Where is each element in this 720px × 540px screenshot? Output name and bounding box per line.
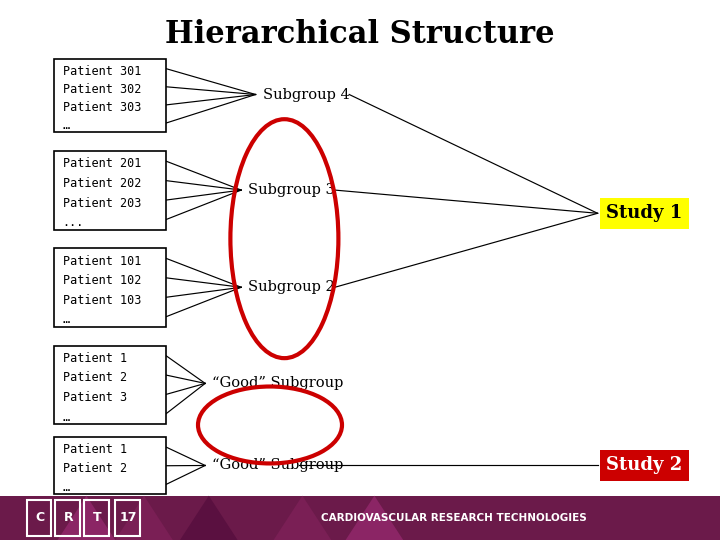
Bar — [0, 496, 720, 540]
Text: Patient 1: Patient 1 — [63, 352, 127, 365]
Text: …: … — [63, 313, 70, 326]
Text: CARDIOVASCULAR RESEARCH TECHNOLOGIES: CARDIOVASCULAR RESEARCH TECHNOLOGIES — [320, 513, 587, 523]
Text: R: R — [63, 511, 73, 524]
Text: Patient 202: Patient 202 — [63, 177, 141, 190]
Text: Subgroup 2: Subgroup 2 — [248, 280, 335, 294]
Bar — [54, 346, 166, 424]
Text: ...: ... — [63, 216, 84, 229]
Text: Patient 3: Patient 3 — [63, 391, 127, 404]
Text: Patient 1: Patient 1 — [63, 443, 127, 456]
Text: Study 1: Study 1 — [606, 204, 683, 222]
Text: Patient 203: Patient 203 — [63, 197, 141, 210]
Text: “Good” Subgroup: “Good” Subgroup — [212, 458, 343, 472]
Bar — [54, 151, 166, 230]
Text: Patient 201: Patient 201 — [63, 158, 141, 171]
Text: …: … — [63, 481, 70, 494]
Bar — [54, 59, 166, 132]
Polygon shape — [274, 496, 331, 540]
Text: Subgroup 4: Subgroup 4 — [263, 87, 349, 102]
Text: Subgroup 3: Subgroup 3 — [248, 183, 336, 197]
Polygon shape — [58, 496, 115, 540]
Text: …: … — [63, 119, 70, 132]
Text: Patient 101: Patient 101 — [63, 255, 141, 268]
Text: Patient 2: Patient 2 — [63, 462, 127, 475]
Polygon shape — [115, 496, 173, 540]
Text: Study 2: Study 2 — [606, 456, 683, 475]
Text: Hierarchical Structure: Hierarchical Structure — [165, 19, 555, 50]
Bar — [84, 500, 109, 536]
Bar — [54, 248, 166, 327]
Text: 17: 17 — [120, 511, 137, 524]
Bar — [115, 500, 140, 536]
Text: C: C — [35, 511, 44, 524]
Text: Patient 102: Patient 102 — [63, 274, 141, 287]
Bar — [54, 437, 166, 494]
Text: Patient 103: Patient 103 — [63, 294, 141, 307]
Text: …: … — [63, 410, 70, 423]
Bar — [27, 500, 51, 536]
Polygon shape — [346, 496, 403, 540]
Text: Patient 303: Patient 303 — [63, 101, 141, 114]
Bar — [55, 500, 80, 536]
Polygon shape — [180, 496, 238, 540]
Text: Patient 302: Patient 302 — [63, 83, 141, 96]
Text: Patient 2: Patient 2 — [63, 372, 127, 384]
Text: Patient 301: Patient 301 — [63, 65, 141, 78]
Text: T: T — [93, 511, 102, 524]
Text: “Good” Subgroup: “Good” Subgroup — [212, 376, 343, 390]
